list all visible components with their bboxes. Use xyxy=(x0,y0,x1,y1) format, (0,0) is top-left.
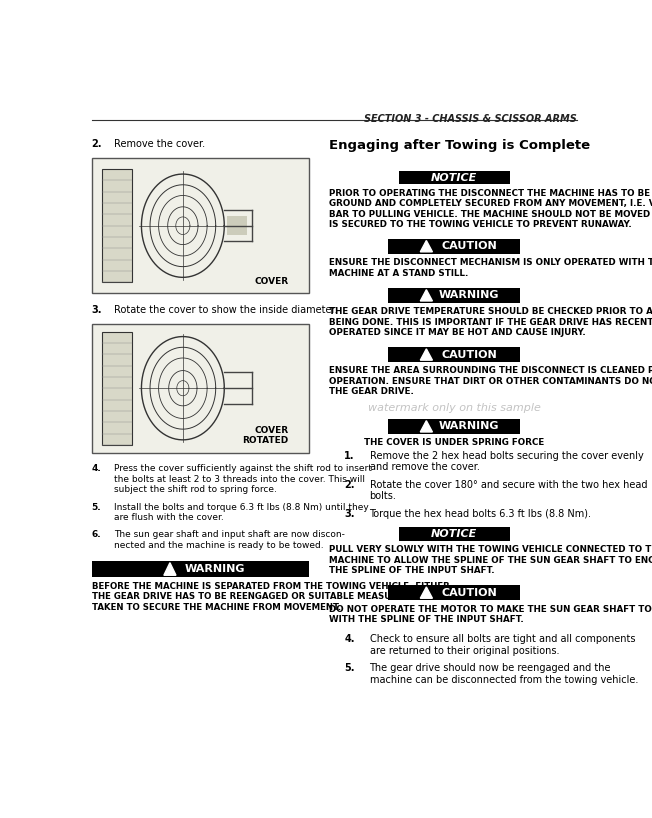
Text: THE GEAR DRIVE TEMPERATURE SHOULD BE CHECKED PRIOR TO ANY WORK
BEING DONE. THIS : THE GEAR DRIVE TEMPERATURE SHOULD BE CHE… xyxy=(329,308,652,337)
Text: 3.: 3. xyxy=(91,305,102,315)
Text: 2.: 2. xyxy=(91,139,102,149)
Text: Remove the cover.: Remove the cover. xyxy=(114,139,205,149)
Polygon shape xyxy=(421,348,432,360)
FancyBboxPatch shape xyxy=(389,585,520,600)
Text: CAUTION: CAUTION xyxy=(441,349,497,360)
Polygon shape xyxy=(421,420,432,432)
Text: Press the cover sufficiently against the shift rod to insert
the bolts at least : Press the cover sufficiently against the… xyxy=(114,464,372,494)
Text: !: ! xyxy=(424,352,428,358)
Text: BEFORE THE MACHINE IS SEPARATED FROM THE TOWING VEHICLE, EITHER
THE GEAR DRIVE H: BEFORE THE MACHINE IS SEPARATED FROM THE… xyxy=(91,582,455,612)
FancyBboxPatch shape xyxy=(389,347,520,362)
Text: Rotate the cover 180° and secure with the two hex head
bolts.: Rotate the cover 180° and secure with th… xyxy=(370,480,647,501)
Text: 6.: 6. xyxy=(91,530,101,539)
Polygon shape xyxy=(164,563,176,575)
Text: PULL VERY SLOWLY WITH THE TOWING VEHICLE CONNECTED TO THE
MACHINE TO ALLOW THE S: PULL VERY SLOWLY WITH THE TOWING VEHICLE… xyxy=(329,546,652,575)
Text: !: ! xyxy=(424,424,428,430)
Text: ENSURE THE DISCONNECT MECHANISM IS ONLY OPERATED WITH THE
MACHINE AT A STAND STI: ENSURE THE DISCONNECT MECHANISM IS ONLY … xyxy=(329,258,652,277)
Text: watermark only on this sample: watermark only on this sample xyxy=(368,403,541,413)
Text: 3.: 3. xyxy=(344,509,355,519)
FancyBboxPatch shape xyxy=(102,331,132,445)
Text: Install the bolts and torque 6.3 ft lbs (8.8 Nm) until they
are flush with the c: Install the bolts and torque 6.3 ft lbs … xyxy=(114,502,369,522)
Polygon shape xyxy=(421,290,432,301)
Text: COVER
ROTATED: COVER ROTATED xyxy=(243,426,289,445)
Text: Torque the hex head bolts 6.3 ft lbs (8.8 Nm).: Torque the hex head bolts 6.3 ft lbs (8.… xyxy=(370,509,591,519)
Text: Check to ensure all bolts are tight and all components
are returned to their ori: Check to ensure all bolts are tight and … xyxy=(370,634,635,656)
Text: DO NOT OPERATE THE MOTOR TO MAKE THE SUN GEAR SHAFT TO ENGAGE
WITH THE SPLINE OF: DO NOT OPERATE THE MOTOR TO MAKE THE SUN… xyxy=(329,605,652,624)
FancyBboxPatch shape xyxy=(91,158,309,294)
Text: Engaging after Towing is Complete: Engaging after Towing is Complete xyxy=(329,139,590,152)
Text: Remove the 2 hex head bolts securing the cover evenly
and remove the cover.: Remove the 2 hex head bolts securing the… xyxy=(370,451,644,473)
Text: THE COVER IS UNDER SPRING FORCE: THE COVER IS UNDER SPRING FORCE xyxy=(364,438,544,447)
Text: !: ! xyxy=(424,244,428,249)
Text: WARNING: WARNING xyxy=(185,564,246,574)
FancyBboxPatch shape xyxy=(91,561,309,577)
FancyBboxPatch shape xyxy=(398,527,510,541)
Text: 5.: 5. xyxy=(91,502,101,511)
Text: !: ! xyxy=(424,591,428,596)
Text: SECTION 3 - CHASSIS & SCISSOR ARMS: SECTION 3 - CHASSIS & SCISSOR ARMS xyxy=(364,114,577,124)
Polygon shape xyxy=(421,240,432,252)
Text: ENSURE THE AREA SURROUNDING THE DISCONNECT IS CLEANED PRIOR TO
OPERATION. ENSURE: ENSURE THE AREA SURROUNDING THE DISCONNE… xyxy=(329,366,652,396)
Text: COVER: COVER xyxy=(254,276,289,285)
Text: CAUTION: CAUTION xyxy=(441,587,497,598)
Text: 1.: 1. xyxy=(344,451,355,461)
FancyBboxPatch shape xyxy=(389,419,520,434)
Text: WARNING: WARNING xyxy=(439,290,499,300)
Polygon shape xyxy=(421,587,432,598)
FancyBboxPatch shape xyxy=(398,171,510,184)
FancyBboxPatch shape xyxy=(91,324,309,453)
Text: The sun gear shaft and input shaft are now discon-
nected and the machine is rea: The sun gear shaft and input shaft are n… xyxy=(114,530,345,550)
Text: PRIOR TO OPERATING THE DISCONNECT THE MACHINE HAS TO BE ON LEVEL
GROUND AND COMP: PRIOR TO OPERATING THE DISCONNECT THE MA… xyxy=(329,189,652,229)
Text: 2.: 2. xyxy=(344,480,355,490)
FancyBboxPatch shape xyxy=(102,169,132,282)
Text: The gear drive should now be reengaged and the
machine can be disconnected from : The gear drive should now be reengaged a… xyxy=(370,663,638,685)
Text: NOTICE: NOTICE xyxy=(431,173,477,182)
Text: Rotate the cover to show the inside diameter.: Rotate the cover to show the inside diam… xyxy=(114,305,338,315)
Text: !: ! xyxy=(424,293,428,299)
Text: 4.: 4. xyxy=(91,464,101,473)
Text: NOTICE: NOTICE xyxy=(431,529,477,539)
Text: WARNING: WARNING xyxy=(439,421,499,431)
Text: 4.: 4. xyxy=(344,634,355,644)
Text: !: ! xyxy=(168,567,171,573)
Text: CAUTION: CAUTION xyxy=(441,241,497,251)
Text: 5.: 5. xyxy=(344,663,355,673)
FancyBboxPatch shape xyxy=(389,288,520,303)
FancyBboxPatch shape xyxy=(389,239,520,254)
FancyBboxPatch shape xyxy=(227,216,247,235)
